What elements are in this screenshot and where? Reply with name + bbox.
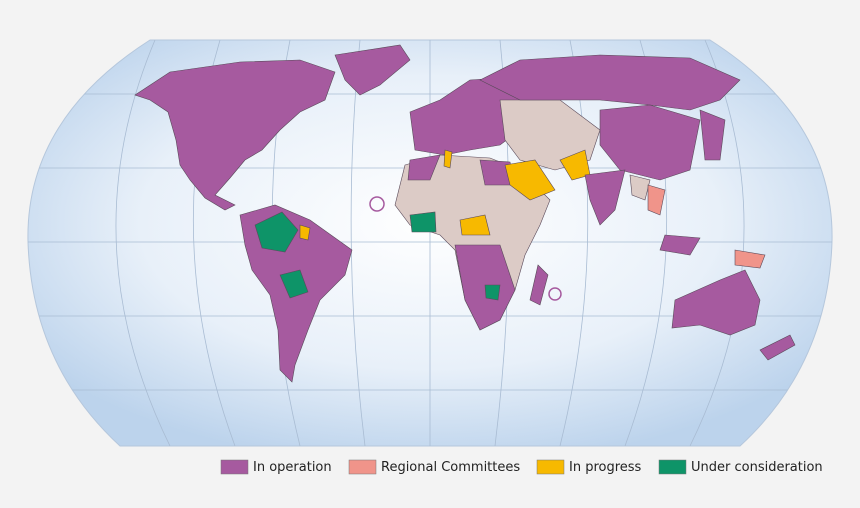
countries (134, 44, 796, 383)
legend-label: In operation (253, 460, 332, 475)
country (647, 184, 666, 216)
country (484, 284, 501, 301)
country (659, 234, 701, 256)
country (584, 169, 626, 226)
country (671, 269, 761, 336)
country (599, 104, 701, 181)
country (279, 269, 309, 299)
legend-swatch (536, 459, 565, 475)
country (134, 59, 336, 211)
island-marker (369, 196, 385, 212)
country (254, 211, 299, 253)
country (334, 44, 411, 96)
country (479, 54, 741, 111)
country (459, 214, 491, 236)
country (443, 149, 453, 169)
legend-label: Under consideration (691, 460, 823, 475)
legend-label: In progress (569, 460, 642, 475)
legend-swatch (220, 459, 249, 475)
country (529, 264, 549, 306)
country (409, 211, 437, 233)
country (734, 249, 766, 269)
island-marker (548, 287, 562, 301)
country (629, 174, 651, 201)
legend-swatch (658, 459, 687, 475)
legend-swatch (348, 459, 377, 475)
country (699, 109, 726, 161)
country (407, 154, 441, 181)
country (299, 224, 311, 241)
legend: In operation Regional Committees In progre… (220, 459, 823, 475)
country (504, 159, 556, 201)
country (759, 334, 796, 361)
legend-label: Regional Committees (381, 460, 520, 475)
